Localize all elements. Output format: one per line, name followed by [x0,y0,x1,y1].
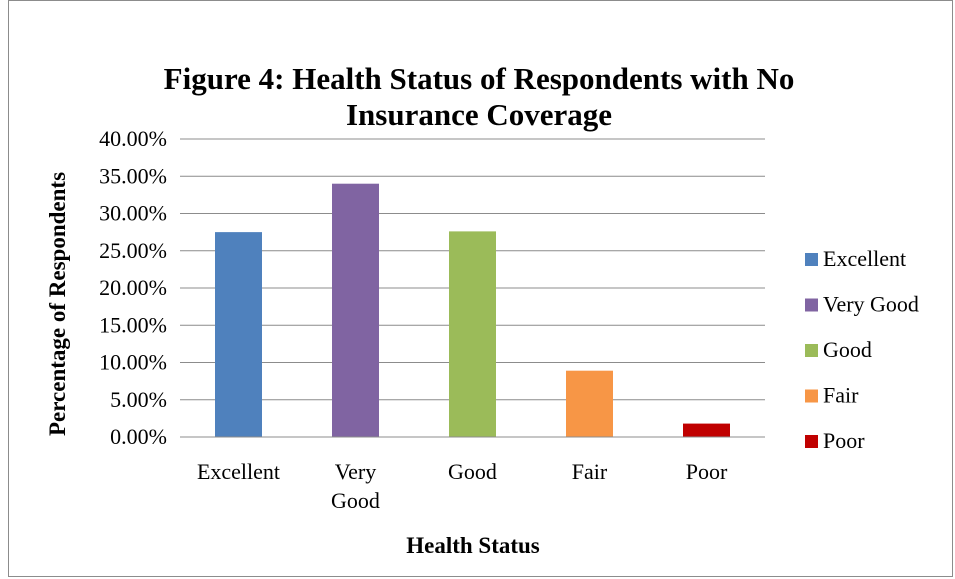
legend-swatch [805,253,818,266]
legend-label: Good [823,337,872,362]
legend-label: Poor [823,428,865,453]
y-axis-title: Percentage of Respondents [45,172,70,436]
legend-label: Excellent [823,246,906,271]
y-tick-label: 0.00% [110,424,167,449]
bar-very-good [332,183,379,437]
y-tick-label: 10.00% [99,350,167,375]
y-tick-label: 20.00% [99,275,167,300]
chart-title-line-1: Figure 4: Health Status of Respondents w… [164,61,795,96]
legend-label: Fair [823,383,859,408]
x-axis-title: Health Status [406,533,540,558]
bar-fair [566,370,613,437]
legend-swatch [805,435,818,448]
y-tick-label: 30.00% [99,201,167,226]
bar-good [449,231,496,437]
chart-title-line-2: Insurance Coverage [346,97,612,132]
legend-swatch [805,389,818,403]
y-tick-label: 35.00% [99,163,167,188]
legend-swatch [805,298,818,312]
x-axis-tick-labels: Excellent Very Good Good Fair Poor [197,459,728,513]
y-tick-label: 5.00% [110,387,167,412]
bars [215,183,730,437]
legend-swatch [805,344,818,357]
x-tick-label: Excellent [197,459,280,484]
x-tick-label: Very [335,459,377,484]
bar-poor [683,423,730,437]
x-tick-label: Fair [572,459,608,484]
x-tick-label: Good [448,459,497,484]
y-tick-label: 40.00% [99,126,167,151]
y-axis-tick-labels: 0.00% 5.00% 10.00% 15.00% 20.00% 25.00% 30.00%… [99,126,167,449]
x-tick-label: Poor [686,459,728,484]
x-tick-label: Good [331,488,380,513]
legend: Excellent Very Good Good Fair Poor [805,246,919,453]
y-tick-label: 25.00% [99,238,167,263]
y-tick-label: 15.00% [99,312,167,337]
bar-excellent [215,232,262,437]
legend-label: Very Good [823,292,919,317]
